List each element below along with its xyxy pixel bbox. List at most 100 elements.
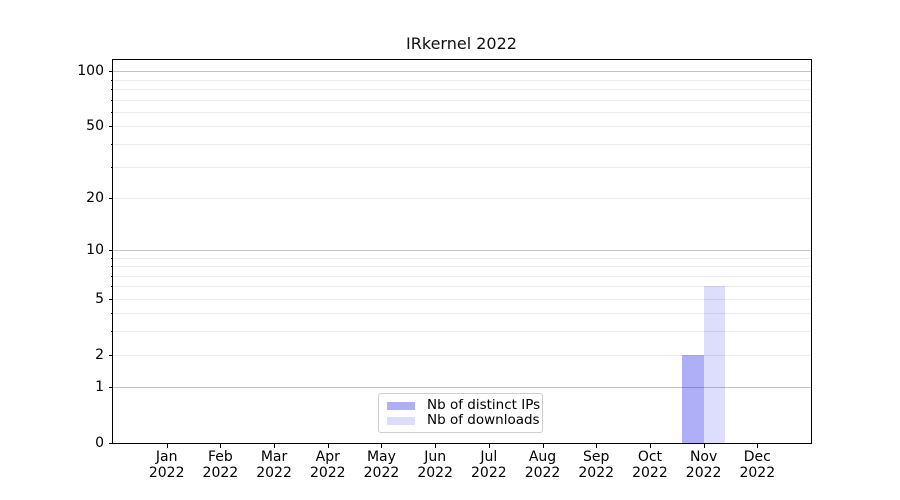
legend-label: Nb of downloads [427, 412, 540, 428]
y-gridline-major [113, 249, 811, 251]
x-tick-month: Mar [260, 449, 288, 465]
x-tick-label: Feb 2022 [188, 449, 252, 481]
x-tick-month: Dec [743, 449, 771, 465]
x-tick-month: Jun [424, 449, 447, 465]
x-tick-mark [327, 444, 329, 448]
y-gridline-minor [113, 331, 811, 333]
y-minor-tick-mark [111, 275, 113, 277]
x-tick-label: Sep 2022 [564, 449, 628, 481]
y-gridline-minor [113, 266, 811, 268]
x-tick-month: Feb [207, 449, 233, 465]
x-tick-label: Oct 2022 [618, 449, 682, 481]
y-tick-mark [109, 387, 113, 389]
legend: Nb of distinct IPs Nb of downloads [378, 393, 543, 433]
x-tick-year: 2022 [632, 465, 668, 481]
x-tick-mark [166, 444, 168, 448]
legend-item: Nb of downloads [387, 413, 540, 428]
y-tick-label: 5 [95, 290, 104, 307]
legend-label: Nb of distinct IPs [427, 397, 541, 413]
x-tick-year: 2022 [363, 465, 400, 481]
y-tick-mark [109, 126, 113, 128]
y-tick-label: 2 [95, 346, 104, 363]
y-minor-tick-mark [111, 112, 113, 114]
y-tick-label: 10 [86, 241, 104, 258]
x-tick-year: 2022 [739, 465, 776, 481]
x-tick-year: 2022 [417, 465, 453, 481]
x-tick-mark [220, 444, 222, 448]
y-tick-label: 1 [95, 379, 104, 396]
y-gridline-minor [113, 313, 811, 315]
chart-bar-distinct-ips [682, 354, 704, 443]
x-tick-mark [274, 444, 276, 448]
chart-title: IRkernel 2022 [406, 34, 517, 53]
x-tick-year: 2022 [685, 465, 722, 481]
y-tick-mark [109, 298, 113, 300]
y-gridline-major [113, 387, 811, 389]
legend-swatch [387, 401, 415, 410]
y-tick-label: 20 [86, 189, 104, 206]
y-gridline-minor [113, 275, 811, 277]
y-gridline-minor [113, 166, 811, 168]
x-tick-mark [596, 444, 598, 448]
y-gridline-major [113, 71, 811, 73]
x-tick-month: Jul [480, 449, 498, 465]
x-tick-label: Jun 2022 [403, 449, 467, 481]
y-minor-tick-mark [111, 79, 113, 81]
x-tick-month: Jan [155, 449, 178, 465]
x-tick-month: Oct [637, 449, 663, 465]
x-tick-year: 2022 [256, 465, 292, 481]
y-tick-mark [109, 197, 113, 199]
y-minor-tick-mark [111, 99, 113, 101]
y-tick-label: 0 [95, 435, 104, 451]
x-tick-label: Aug 2022 [511, 449, 575, 481]
y-tick-mark [109, 443, 113, 444]
y-gridline-minor [113, 257, 811, 259]
x-tick-year: 2022 [471, 465, 507, 481]
x-tick-year: 2022 [524, 465, 561, 481]
x-tick-label: Nov 2022 [672, 449, 736, 481]
chart-bar-downloads [703, 286, 726, 443]
x-tick-year: 2022 [148, 465, 185, 481]
y-gridline-minor [113, 89, 811, 91]
x-tick-mark [757, 444, 759, 448]
x-tick-mark [488, 444, 490, 448]
y-gridline-minor [113, 286, 811, 288]
x-tick-label: Mar 2022 [242, 449, 306, 481]
x-tick-mark [649, 444, 651, 448]
x-tick-month: Aug [528, 449, 557, 465]
y-minor-tick-mark [111, 144, 113, 146]
x-tick-label: May 2022 [349, 449, 413, 481]
y-minor-tick-mark [111, 286, 113, 288]
y-minor-tick-mark [111, 166, 113, 168]
x-tick-month: Apr [315, 449, 340, 465]
x-tick-year: 2022 [202, 465, 239, 481]
x-tick-label: Apr 2022 [296, 449, 360, 481]
y-gridline-minor [113, 354, 811, 356]
x-tick-label: Dec 2022 [725, 449, 789, 481]
y-minor-tick-mark [111, 331, 113, 333]
y-gridline-minor [113, 112, 811, 114]
x-tick-year: 2022 [309, 465, 346, 481]
y-gridline-minor [113, 79, 811, 81]
legend-item: Nb of distinct IPs [387, 398, 540, 413]
y-gridline-minor [113, 126, 811, 128]
y-tick-mark [109, 354, 113, 356]
x-tick-mark [542, 444, 544, 448]
y-tick-mark [109, 71, 113, 73]
y-gridline-minor [113, 298, 811, 300]
y-gridline-minor [113, 197, 811, 199]
y-gridline-minor [113, 99, 811, 101]
y-tick-label: 50 [86, 118, 104, 135]
x-tick-year: 2022 [578, 465, 615, 481]
y-minor-tick-mark [111, 266, 113, 268]
x-tick-month: May [366, 449, 396, 465]
x-tick-month: Nov [689, 449, 718, 465]
legend-swatch [387, 416, 415, 425]
y-minor-tick-mark [111, 313, 113, 315]
plot-area: Nb of distinct IPs Nb of downloads [112, 59, 812, 444]
x-tick-label: Jan 2022 [135, 449, 199, 481]
x-tick-mark [435, 444, 437, 448]
x-tick-mark [703, 444, 705, 448]
y-minor-tick-mark [111, 89, 113, 91]
